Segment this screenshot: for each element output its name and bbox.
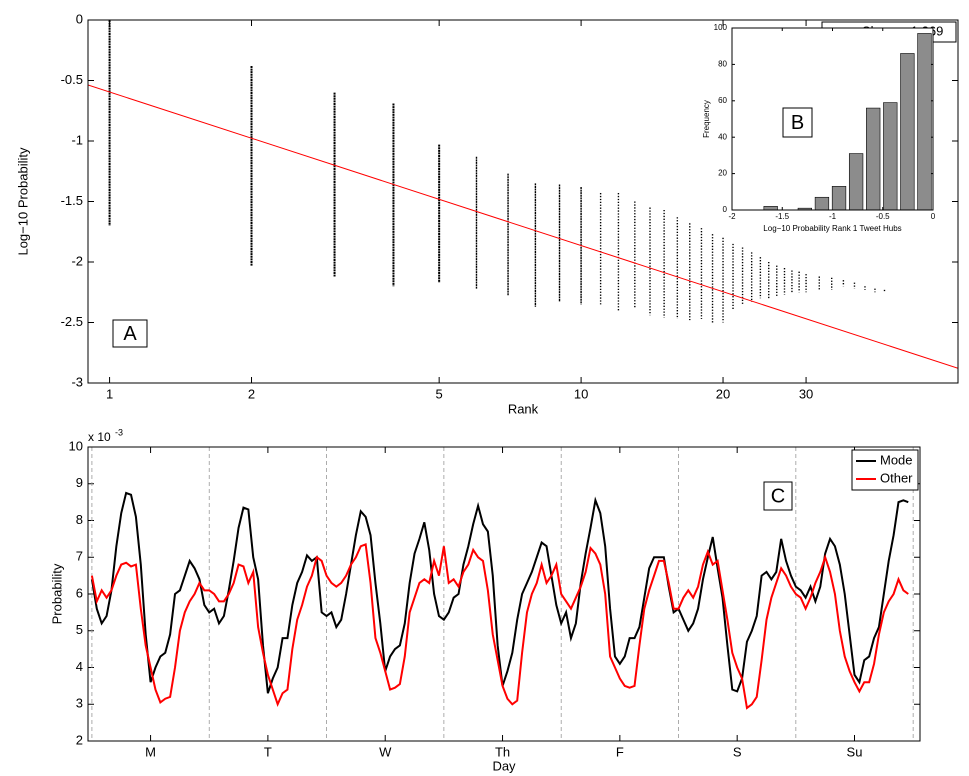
x-tick-label: W [379, 744, 392, 759]
inset-background [732, 28, 933, 210]
x-tick-label: 1 [106, 386, 113, 401]
histogram-bar [866, 107, 881, 211]
histogram-bar [900, 53, 915, 211]
y-tick-label: 8 [76, 512, 83, 527]
y-tick-label: 5 [76, 622, 83, 637]
panel-label-box [763, 481, 793, 511]
x-tick-label: Th [495, 744, 510, 759]
y-tick-label: -1 [71, 132, 83, 147]
axes-frame [87, 446, 921, 742]
y-tick-label: 60 [718, 96, 727, 105]
y-tick-label: 3 [76, 696, 83, 711]
histogram-bar [883, 102, 898, 211]
x-tick-label: 10 [574, 386, 588, 401]
y-axis-label: Frequency [702, 100, 711, 138]
x-tick-label: -1 [829, 212, 837, 221]
x-tick-label: S [733, 744, 742, 759]
y-tick-label: 40 [718, 132, 727, 141]
legend-label: Other [880, 470, 913, 485]
x-tick-label: 5 [436, 386, 443, 401]
exponent-base: x 10 [88, 430, 111, 444]
y-tick-label: -2.5 [61, 314, 83, 329]
fit-line [88, 84, 958, 369]
x-axis-label: Day [492, 758, 516, 773]
y-tick-label: 2 [76, 732, 83, 747]
series-line [90, 543, 909, 710]
histogram-bar [848, 153, 864, 211]
histogram-bar [831, 186, 847, 211]
y-tick-label: 100 [714, 23, 728, 32]
x-tick-label: Su [847, 744, 863, 759]
y-tick-label: 7 [76, 549, 83, 564]
histogram-bar [814, 196, 830, 211]
y-tick-label: 6 [76, 585, 83, 600]
x-tick-label: -2 [728, 212, 736, 221]
panel-label-box [782, 107, 813, 138]
y-axis-label: Probability [49, 563, 64, 624]
x-tick-label: T [264, 744, 272, 759]
x-tick-label: M [145, 744, 156, 759]
x-tick-label: -0.5 [876, 212, 890, 221]
histogram-bar [763, 206, 778, 211]
y-tick-label: 0 [76, 11, 83, 26]
legend-label: Mode [880, 452, 913, 467]
y-tick-label: -1.5 [61, 193, 83, 208]
y-tick-label: 4 [76, 659, 83, 674]
y-tick-label: -3 [71, 374, 83, 389]
x-tick-label: 20 [716, 386, 730, 401]
x-axis-label: Log−10 Probability Rank 1 Tweet Hubs [763, 224, 901, 233]
y-axis-label: Log−10 Probability [15, 147, 30, 256]
y-tick-label: -2 [71, 253, 83, 268]
x-tick-label: 2 [248, 386, 255, 401]
panel-label-box [112, 319, 148, 348]
panel-label: C [771, 485, 785, 507]
x-tick-label: F [616, 744, 624, 759]
x-tick-label: 30 [799, 386, 813, 401]
y-tick-label: 0 [723, 205, 728, 214]
y-tick-label: 10 [69, 438, 83, 453]
y-tick-label: 20 [718, 169, 727, 178]
x-axis-label: Rank [508, 401, 539, 416]
panel-label: B [791, 112, 804, 134]
y-tick-label: 80 [718, 60, 727, 69]
axes-frame [87, 19, 959, 384]
y-tick-label: 9 [76, 475, 83, 490]
x-tick-label: 0 [931, 212, 936, 221]
legend-box [851, 449, 919, 491]
y-tick-label: -0.5 [61, 72, 83, 87]
panel-label: A [123, 323, 137, 345]
axes-frame [731, 27, 934, 211]
histogram-bar [917, 33, 932, 211]
exponent-power: -3 [115, 427, 123, 437]
x-tick-label: -1.5 [775, 212, 789, 221]
